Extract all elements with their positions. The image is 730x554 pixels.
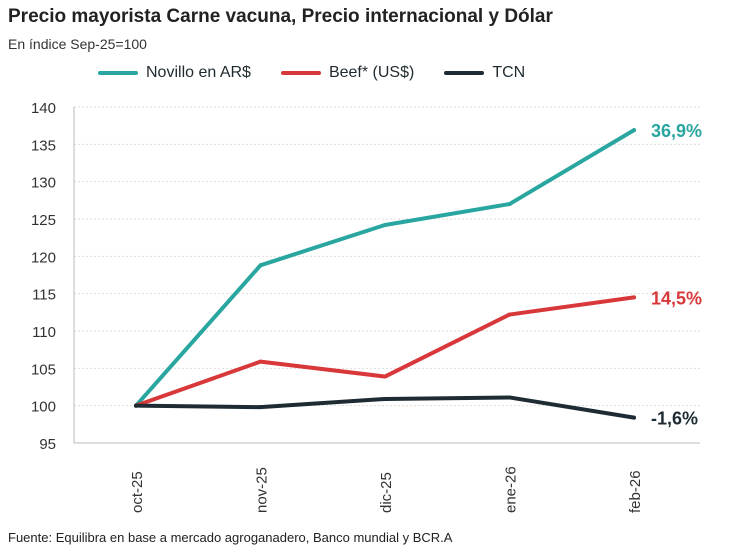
data-point (383, 222, 387, 227)
data-point (632, 415, 636, 420)
legend: Novillo en AR$ Beef* (US$) TCN (98, 64, 525, 82)
end-label: 36,9% (651, 121, 702, 141)
legend-swatch (444, 71, 485, 75)
y-tick-label: 140 (31, 100, 56, 117)
chart-title: Precio mayorista Carne vacuna, Precio in… (8, 6, 553, 27)
end-label: 14,5% (651, 288, 702, 308)
y-tick-label: 130 (31, 175, 56, 192)
y-tick-label: 115 (32, 287, 56, 304)
source-note: Fuente: Equilibra en base a mercado agro… (8, 530, 453, 545)
data-point (134, 403, 138, 408)
y-tick-label: 105 (31, 361, 56, 378)
y-tick-label: 120 (31, 249, 56, 266)
y-tick-label: 95 (39, 436, 56, 453)
data-point (632, 295, 636, 300)
legend-swatch (280, 71, 321, 75)
data-point (258, 263, 263, 268)
data-point (258, 359, 263, 364)
data-point (507, 202, 512, 207)
data-point (507, 312, 512, 317)
y-tick-label: 110 (32, 324, 56, 341)
series-line (134, 128, 636, 408)
data-point (383, 396, 387, 401)
data-point (507, 395, 512, 400)
legend-label: TCN (492, 64, 526, 81)
y-tick-label: 125 (31, 212, 56, 229)
legend-item: Beef* (US$) (280, 64, 415, 82)
legend-label: Novillo en AR$ (146, 64, 251, 81)
legend-label: Beef* (US$) (328, 64, 415, 81)
x-tick-label: feb-26 (627, 470, 644, 513)
end-label: -1,6% (651, 409, 698, 429)
y-tick-label: 135 (31, 137, 56, 154)
legend-swatch (98, 71, 138, 75)
x-tick-label: ene-26 (503, 466, 520, 513)
data-point (383, 374, 387, 379)
y-tick-label: 100 (31, 399, 56, 416)
chart-subtitle: En índice Sep-25=100 (8, 36, 147, 52)
x-tick-label: oct-25 (129, 471, 146, 513)
series-line (134, 295, 636, 408)
x-tick-label: nov-25 (254, 467, 271, 513)
data-point (632, 128, 636, 133)
data-point (258, 405, 263, 410)
legend-item: TCN (444, 64, 525, 82)
legend-item: Novillo en AR$ (98, 64, 251, 82)
x-tick-label: dic-25 (378, 472, 395, 513)
